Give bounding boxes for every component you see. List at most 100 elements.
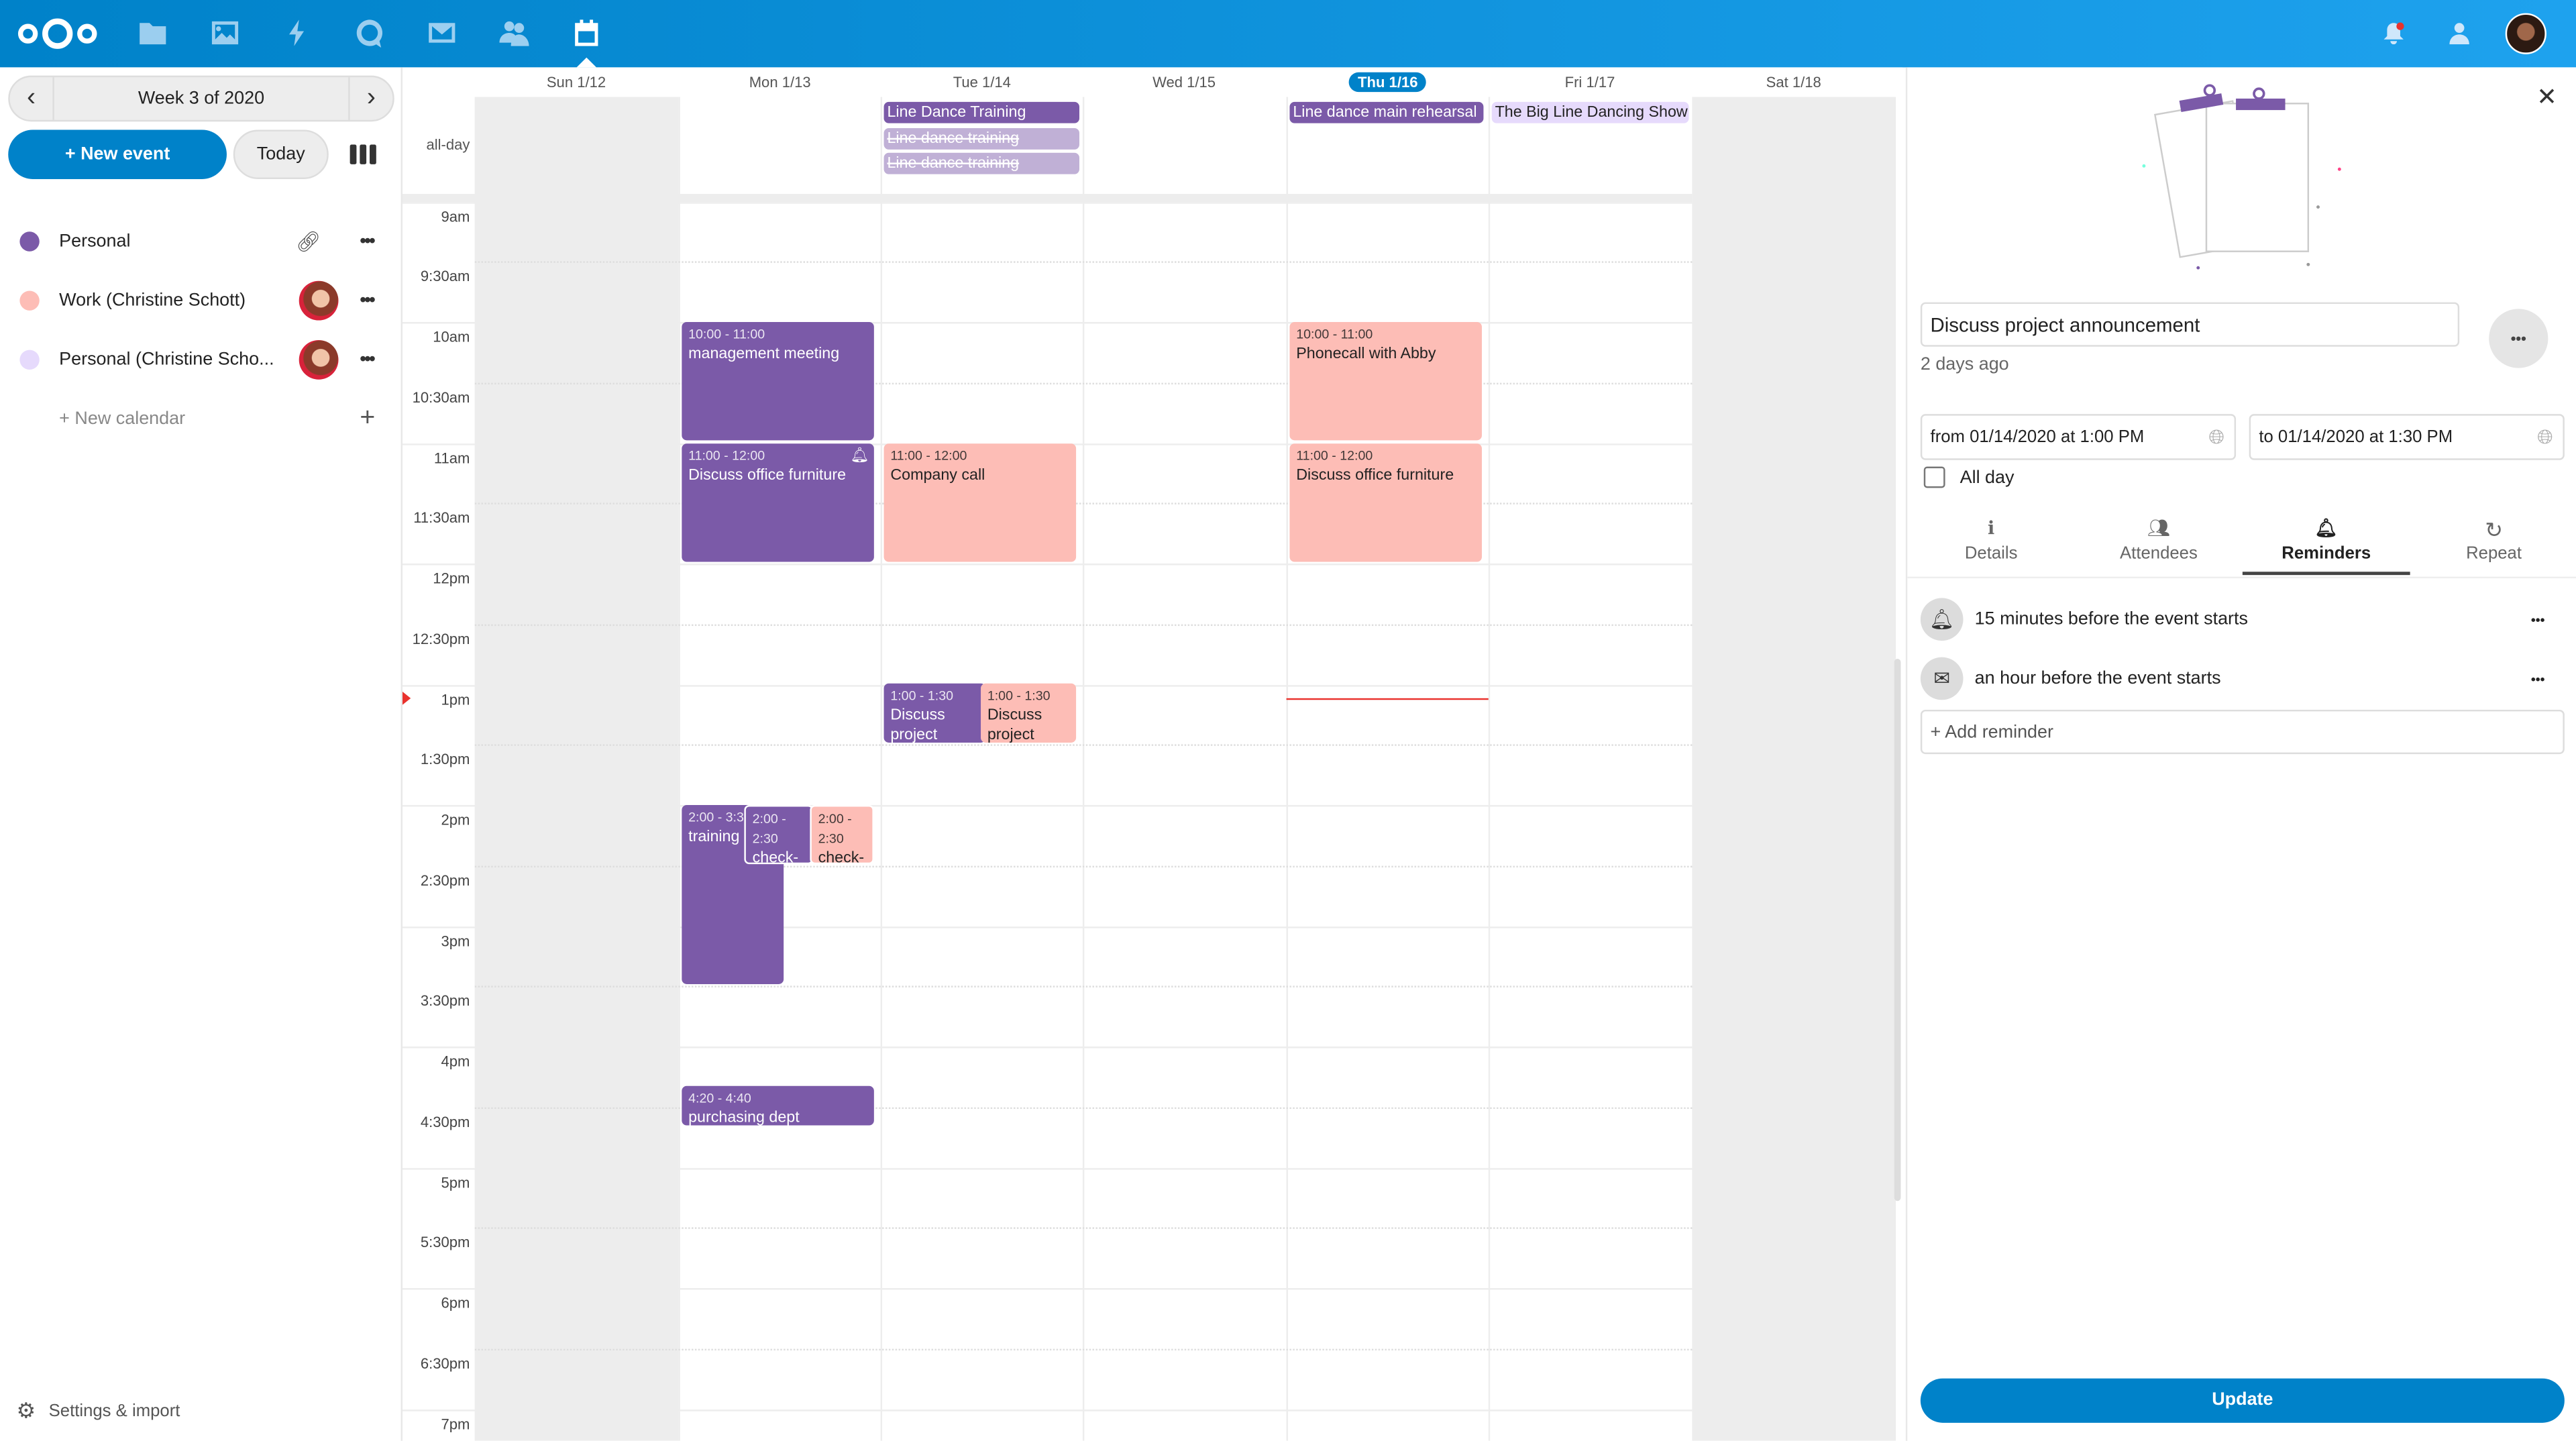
calendar-item-personal-shared[interactable]: Personal (Christine Scho... ••• bbox=[0, 330, 402, 389]
view-switch-icon[interactable] bbox=[350, 144, 376, 164]
calendar-item-personal[interactable]: Personal 🔗︎ ••• bbox=[0, 212, 402, 271]
tab-label: Attendees bbox=[2120, 543, 2198, 564]
tab-repeat[interactable]: ↻ Repeat bbox=[2410, 515, 2576, 576]
all-day-checkbox-row[interactable]: All day bbox=[1923, 466, 2015, 488]
day-header[interactable]: Sun 1/12 bbox=[475, 67, 678, 97]
day-header[interactable]: Fri 1/17 bbox=[1489, 67, 1691, 97]
share-link-icon[interactable]: 🔗︎ bbox=[295, 229, 321, 254]
all-day-label: all-day bbox=[426, 136, 470, 153]
notifications-icon[interactable] bbox=[2382, 21, 2405, 45]
start-date-input[interactable]: from 01/14/2020 at 1:00 PM 🌐︎ bbox=[1920, 414, 2237, 460]
day-column[interactable] bbox=[1082, 97, 1285, 1441]
calendar-icon[interactable] bbox=[572, 18, 601, 48]
hour-gridline bbox=[402, 1167, 1693, 1169]
day-header-label: Tue 1/14 bbox=[953, 74, 1011, 91]
end-date-text: to 01/14/2020 at 1:30 PM bbox=[2259, 427, 2453, 447]
today-button[interactable]: Today bbox=[233, 129, 329, 179]
activity-icon[interactable] bbox=[282, 18, 312, 48]
add-icon[interactable]: + bbox=[360, 404, 376, 433]
event[interactable]: 2:00 - 2:30 check-in bbox=[744, 805, 814, 865]
update-button[interactable]: Update bbox=[1920, 1378, 2565, 1423]
calendar-color-dot[interactable] bbox=[19, 231, 40, 252]
more-actions-icon[interactable]: ••• bbox=[360, 231, 375, 252]
more-actions-icon[interactable]: ••• bbox=[360, 290, 375, 311]
add-reminder-input[interactable]: + Add reminder bbox=[1920, 709, 2565, 755]
end-date-input[interactable]: to 01/14/2020 at 1:30 PM 🌐︎ bbox=[2249, 414, 2565, 460]
calendar-color-dot[interactable] bbox=[19, 350, 40, 370]
timezone-globe-icon[interactable]: 🌐︎ bbox=[2537, 425, 2553, 448]
day-header[interactable]: Wed 1/15 bbox=[1083, 67, 1285, 97]
bell-icon: 🔔︎ bbox=[850, 447, 869, 464]
tab-reminders[interactable]: 🔔︎ Reminders bbox=[2242, 515, 2410, 576]
next-week-button[interactable]: › bbox=[366, 83, 376, 112]
reminder-more-icon[interactable]: ••• bbox=[2530, 671, 2545, 686]
event-time: 1:00 - 1:30 bbox=[987, 688, 1051, 704]
event-time: 10:00 - 11:00 bbox=[1296, 327, 1373, 342]
new-calendar-item[interactable]: + New calendar + bbox=[0, 389, 402, 448]
event[interactable]: 4:20 - 4:40 purchasing dept bbox=[682, 1085, 874, 1126]
tab-attendees[interactable]: 👥︎ Attendees bbox=[2075, 515, 2243, 576]
tab-details[interactable]: i Details bbox=[1907, 515, 2075, 576]
all-day-event[interactable]: Line dance main rehearsal bbox=[1289, 101, 1484, 123]
half-hour-gridline bbox=[474, 503, 1693, 505]
day-header[interactable]: Thu 1/16 bbox=[1287, 67, 1489, 97]
event[interactable]: 🔔︎ 11:00 - 12:00 Discuss office furniture bbox=[682, 443, 874, 562]
event[interactable]: 1:00 - 1:30 Discuss project bbox=[981, 683, 1077, 743]
day-column[interactable] bbox=[880, 97, 1083, 1441]
mail-icon[interactable] bbox=[427, 18, 457, 48]
all-day-checkbox[interactable] bbox=[1923, 466, 1945, 488]
day-column[interactable] bbox=[1286, 97, 1489, 1441]
reminder-text[interactable]: an hour before the event starts bbox=[1974, 668, 2221, 689]
event[interactable]: 2:00 - 2:30 check-in bbox=[810, 805, 874, 865]
reminder-more-icon[interactable]: ••• bbox=[2530, 612, 2545, 627]
all-day-event-cancelled[interactable]: Line dance training bbox=[883, 152, 1079, 174]
day-header-label: Fri 1/17 bbox=[1564, 74, 1615, 91]
day-column[interactable] bbox=[1488, 97, 1691, 1441]
user-avatar[interactable] bbox=[2505, 13, 2546, 54]
event[interactable]: 11:00 - 12:00 Discuss office furniture bbox=[1289, 443, 1482, 562]
day-column[interactable] bbox=[474, 97, 678, 1441]
event[interactable]: 11:00 - 12:00 Company call bbox=[883, 443, 1077, 562]
photos-icon[interactable] bbox=[210, 18, 239, 48]
all-day-event-cancelled[interactable]: Line dance training bbox=[883, 128, 1079, 150]
nextcloud-logo[interactable] bbox=[16, 16, 98, 50]
bell-icon: 🔔︎ bbox=[1920, 598, 1964, 641]
calendar-item-work[interactable]: Work (Christine Schott) ••• bbox=[0, 271, 402, 330]
time-label: 9am bbox=[441, 207, 470, 225]
previous-week-button[interactable]: ‹ bbox=[26, 83, 36, 112]
all-day-event[interactable]: Line Dance Training bbox=[883, 101, 1079, 123]
all-day-label: All day bbox=[1960, 467, 2015, 488]
day-column[interactable] bbox=[678, 97, 881, 1441]
new-calendar-label: + New calendar bbox=[59, 409, 186, 429]
contacts-menu-icon[interactable] bbox=[2448, 21, 2471, 45]
reminder-text[interactable]: 15 minutes before the event starts bbox=[1974, 609, 2249, 629]
event[interactable]: 10:00 - 11:00 Phonecall with Abby bbox=[1289, 322, 1482, 441]
files-icon[interactable] bbox=[138, 18, 168, 48]
week-label[interactable]: Week 3 of 2020 bbox=[52, 77, 350, 120]
day-header[interactable]: Mon 1/13 bbox=[678, 67, 881, 97]
more-actions-icon[interactable]: ••• bbox=[360, 350, 375, 370]
close-icon[interactable]: ✕ bbox=[2536, 83, 2558, 112]
day-header[interactable]: Tue 1/14 bbox=[881, 67, 1083, 97]
timezone-globe-icon[interactable]: 🌐︎ bbox=[2208, 425, 2224, 448]
talk-icon[interactable] bbox=[355, 18, 384, 48]
new-event-button[interactable]: + New event bbox=[8, 129, 227, 179]
event-title-input[interactable]: Discuss project announcement bbox=[1920, 302, 2460, 347]
half-hour-gridline bbox=[474, 1348, 1693, 1350]
contacts-icon[interactable] bbox=[499, 18, 529, 48]
reminder-item: ✉︎ an hour before the event starts ••• bbox=[1920, 655, 2565, 702]
day-column[interactable] bbox=[1692, 97, 1896, 1441]
event[interactable]: 10:00 - 11:00 management meeting bbox=[682, 322, 874, 441]
half-hour-gridline bbox=[474, 624, 1693, 626]
settings-button[interactable]: ⚙ Settings & import bbox=[16, 1398, 180, 1424]
calendar-color-dot[interactable] bbox=[19, 290, 40, 311]
start-date-text: from 01/14/2020 at 1:00 PM bbox=[1930, 427, 2145, 447]
more-actions-button[interactable]: ••• bbox=[2489, 309, 2548, 368]
day-header[interactable]: Sat 1/18 bbox=[1692, 67, 1894, 97]
event-selected[interactable]: 1:00 - 1:30 Discuss project announcement bbox=[883, 683, 986, 743]
time-label: 7pm bbox=[441, 1415, 470, 1432]
all-day-event[interactable]: The Big Line Dancing Show bbox=[1491, 101, 1689, 123]
info-icon: i bbox=[1988, 517, 1995, 539]
scrollbar[interactable] bbox=[1894, 659, 1901, 1202]
half-hour-gridline bbox=[474, 1228, 1693, 1230]
